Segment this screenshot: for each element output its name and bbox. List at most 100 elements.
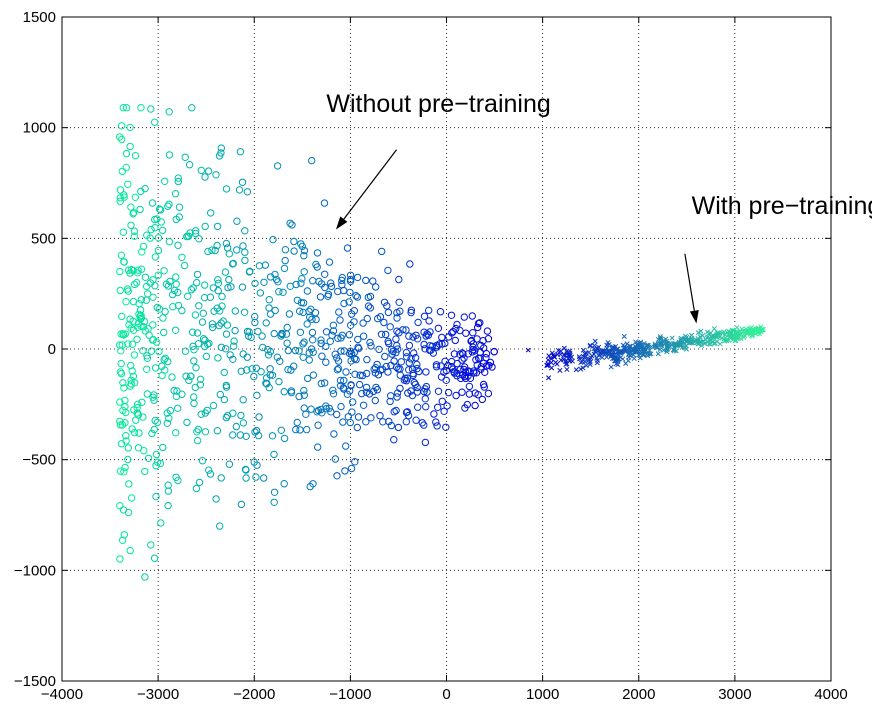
data-point-circle [139, 347, 147, 355]
data-point-cross [644, 342, 650, 348]
data-point-circle [405, 332, 413, 340]
data-point-cross [576, 354, 582, 360]
data-point-circle [271, 270, 279, 279]
data-point-circle [453, 359, 461, 368]
data-point-circle [308, 315, 316, 323]
data-point-circle [321, 270, 329, 278]
data-point-circle [326, 337, 334, 345]
data-point-circle [308, 156, 316, 165]
data-point-circle [359, 332, 368, 340]
data-point-circle [345, 298, 353, 306]
data-point-circle [153, 458, 162, 466]
data-point-circle [122, 149, 131, 158]
data-point-circle [386, 397, 394, 406]
data-point-circle [217, 343, 226, 351]
data-point-circle [309, 336, 317, 344]
data-point-cross [613, 361, 619, 367]
data-point-circle [269, 235, 277, 244]
data-point-circle [133, 278, 141, 287]
data-point-circle [120, 193, 128, 201]
x-tick-label: 4000 [814, 686, 847, 703]
data-point-circle [127, 221, 135, 230]
data-point-circle [356, 371, 364, 379]
data-point-circle [119, 330, 127, 338]
data-point-circle [371, 396, 379, 405]
data-point-circle [444, 388, 453, 397]
data-point-circle [220, 395, 229, 404]
data-point-circle [384, 368, 392, 376]
data-point-circle [458, 388, 466, 396]
data-point-cross [616, 349, 622, 356]
data-point-circle [178, 253, 186, 261]
data-point-circle [321, 379, 329, 387]
data-point-circle [241, 256, 249, 265]
data-point-circle [380, 298, 389, 306]
data-point-circle [392, 363, 401, 371]
data-point-cross [724, 338, 730, 344]
data-point-circle [116, 398, 124, 406]
data-point-circle [352, 292, 360, 300]
data-point-circle [318, 352, 326, 360]
data-point-cross [615, 358, 621, 364]
data-point-circle [288, 221, 296, 229]
data-point-cross [626, 349, 632, 355]
data-point-circle [125, 480, 133, 488]
data-point-circle [254, 327, 262, 336]
data-point-circle [300, 268, 308, 276]
data-point-circle [477, 341, 485, 350]
data-point-circle [393, 314, 401, 322]
data-point-circle [197, 166, 206, 175]
data-point-circle [484, 389, 493, 398]
data-point-circle [129, 326, 138, 334]
data-point-circle [147, 541, 155, 549]
data-point-circle [190, 357, 198, 365]
data-point-circle [266, 365, 274, 373]
data-point-circle [362, 383, 371, 392]
data-point-cross [594, 345, 600, 351]
data-point-circle [347, 321, 355, 329]
data-point-circle [121, 419, 129, 427]
data-point-circle [220, 368, 229, 377]
data-point-circle [369, 277, 377, 285]
data-point-cross [669, 335, 675, 341]
annotation-with-pretraining: With pre−training [692, 192, 872, 220]
data-point-circle [270, 498, 278, 506]
data-point-circle [351, 370, 359, 378]
data-point-circle [377, 330, 386, 338]
data-point-circle [390, 408, 398, 416]
data-point-circle [337, 402, 345, 411]
data-point-circle [342, 368, 350, 376]
data-point-cross [729, 333, 735, 340]
data-point-circle [165, 238, 174, 246]
data-point-circle [222, 383, 231, 391]
data-point-circle [453, 320, 461, 329]
data-point-circle [164, 501, 172, 510]
data-point-circle [141, 273, 150, 281]
data-point-cross [624, 341, 630, 347]
data-point-circle [473, 361, 481, 369]
data-point-circle [151, 118, 159, 126]
arrowhead-with-pretraining [689, 309, 699, 324]
data-point-circle [313, 408, 321, 416]
data-point-circle [159, 443, 167, 452]
data-point-circle [213, 222, 222, 231]
data-point-circle [483, 362, 491, 370]
data-point-circle [150, 396, 158, 404]
y-tick-label: −500 [22, 452, 56, 469]
data-point-circle [330, 430, 338, 438]
data-point-cross [608, 364, 614, 370]
data-point-circle [224, 283, 232, 292]
data-point-circle [251, 428, 259, 436]
data-point-circle [397, 358, 405, 366]
data-point-circle [286, 219, 294, 228]
data-point-circle [432, 361, 441, 369]
data-point-circle [191, 383, 200, 392]
data-point-circle [362, 418, 370, 426]
x-tick-label: −4000 [41, 686, 83, 703]
data-point-circle [280, 264, 289, 273]
data-point-circle [217, 144, 226, 152]
data-point-circle [151, 416, 159, 425]
data-point-circle [119, 406, 127, 415]
arrow-with-pretraining [684, 253, 695, 311]
data-point-circle [257, 368, 265, 376]
